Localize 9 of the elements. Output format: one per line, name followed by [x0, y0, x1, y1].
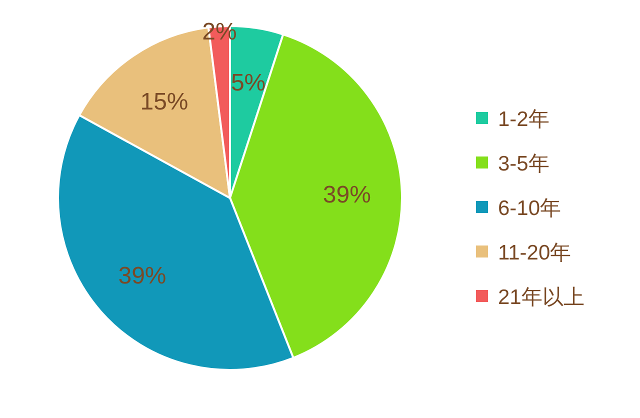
legend-label: 3-5年	[498, 152, 550, 176]
legend-label: 11-20年	[498, 242, 572, 264]
legend-label: 21年以上	[498, 286, 584, 309]
data-label: 39%	[118, 262, 166, 290]
legend-label: 1-2年	[498, 108, 550, 131]
data-label: 15%	[140, 88, 188, 116]
data-label: 5%	[230, 69, 266, 96]
data-label: 39%	[322, 181, 371, 208]
legend-label: 6-10年	[498, 197, 562, 220]
